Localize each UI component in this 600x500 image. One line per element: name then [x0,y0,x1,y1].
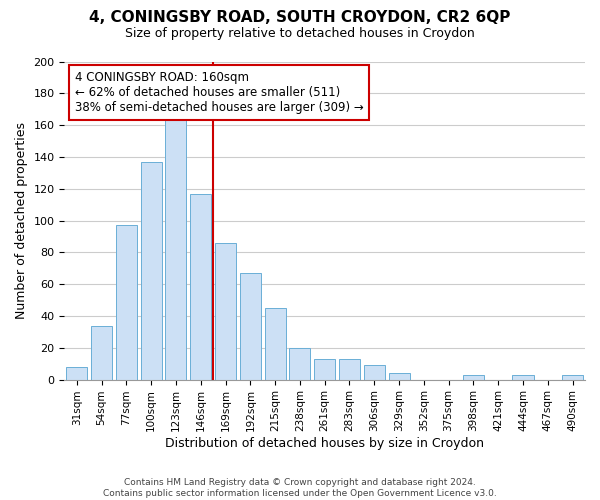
Bar [364,366,385,380]
Bar [140,162,162,380]
Bar [66,367,88,380]
Bar [190,194,211,380]
Bar [512,375,533,380]
Bar [240,273,261,380]
Bar [389,373,410,380]
Bar [463,375,484,380]
Bar [91,326,112,380]
X-axis label: Distribution of detached houses by size in Croydon: Distribution of detached houses by size … [165,437,484,450]
Bar [339,359,360,380]
Text: 4 CONINGSBY ROAD: 160sqm
← 62% of detached houses are smaller (511)
38% of semi-: 4 CONINGSBY ROAD: 160sqm ← 62% of detach… [75,71,364,114]
Bar [562,375,583,380]
Text: 4, CONINGSBY ROAD, SOUTH CROYDON, CR2 6QP: 4, CONINGSBY ROAD, SOUTH CROYDON, CR2 6Q… [89,10,511,25]
Bar [314,359,335,380]
Bar [166,117,187,380]
Text: Contains HM Land Registry data © Crown copyright and database right 2024.
Contai: Contains HM Land Registry data © Crown c… [103,478,497,498]
Bar [289,348,310,380]
Bar [215,243,236,380]
Bar [116,226,137,380]
Bar [265,308,286,380]
Y-axis label: Number of detached properties: Number of detached properties [15,122,28,319]
Text: Size of property relative to detached houses in Croydon: Size of property relative to detached ho… [125,28,475,40]
